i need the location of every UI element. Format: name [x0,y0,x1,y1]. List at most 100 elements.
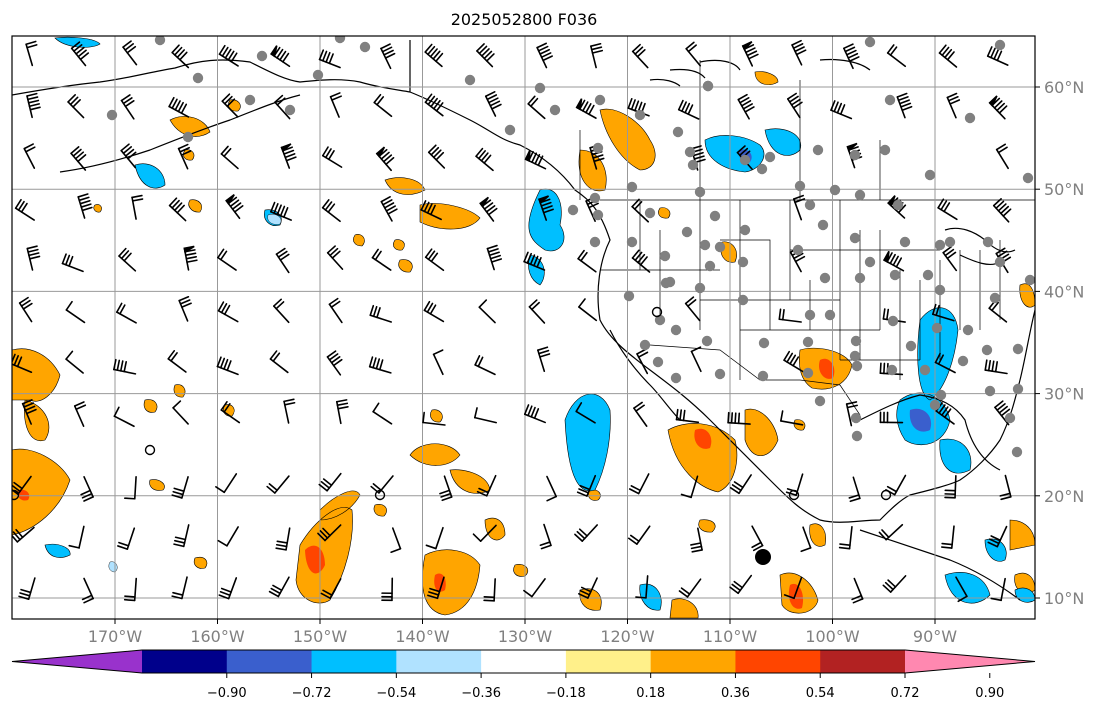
barb-staff [780,420,804,426]
barb-feather [26,245,38,250]
station-dot [814,395,826,407]
barb-feather [737,93,748,101]
barb-feather [327,203,336,213]
barb-feather [845,49,857,56]
barb-feather [935,304,940,317]
barb-feather [70,146,80,155]
station-dot [887,315,899,327]
wind-barb [120,143,137,169]
barb-feather [731,583,742,592]
barb-feather [273,46,281,57]
barb-feather [20,202,28,213]
wind-barb [729,474,752,495]
barb-feather [578,528,588,537]
station-dot [504,124,516,136]
barb-feather [474,355,481,366]
wind-barb [369,304,393,323]
barb-feather [794,198,806,204]
station-dot [694,186,706,198]
barb-feather [172,490,184,496]
barb-feather [675,408,679,421]
station-dot [1004,412,1016,424]
wind-barb [523,251,546,271]
barb-feather [480,152,489,162]
barb-feather [577,593,589,599]
barb-feather [836,102,843,114]
barb-feather [483,50,493,60]
station-dot [737,294,749,306]
barb-feather [276,97,286,106]
barb-feather [637,351,649,358]
lat-label: 10°N [1044,589,1084,608]
station-dot [935,389,947,401]
barb-feather [330,356,341,364]
barb-feather [681,101,687,112]
station-dot [623,290,635,302]
barb-feather [12,488,19,496]
barb-feather [680,493,692,499]
barb-staff [435,526,444,550]
barb-feather [374,250,382,261]
barb-feather [631,249,640,259]
barb-feather [317,532,326,542]
wind-barb [941,525,955,549]
barb-feather [223,147,232,158]
wind-barb [633,401,648,427]
barb-feather [992,198,1002,207]
wind-barb [783,350,804,373]
calm-circle [880,489,892,501]
barb-feather [533,408,540,419]
wind-barb [631,249,651,273]
barb-feather [77,154,87,163]
barb-feather [533,255,539,267]
barb-feather [937,354,945,365]
barb-feather [266,485,276,494]
barb-feather [851,594,863,601]
barb-feather [889,46,898,56]
barb-pennant [270,45,278,58]
barb-feather [320,480,331,489]
barb-feather [884,581,894,591]
barb-feather [990,535,1002,542]
barb-feather [789,354,797,365]
wind-barb [937,198,958,221]
barb-feather [275,247,286,255]
barb-feather [180,150,192,156]
lat-label: 30°N [1044,385,1084,404]
wind-barb [425,526,444,550]
barb-feather [938,404,946,414]
barb-feather [176,204,185,214]
barb-feather [326,350,337,358]
barb-feather [390,547,402,553]
barb-feather [748,53,759,60]
station-dot [794,180,806,192]
wind-barb [786,92,803,119]
barb-feather [185,255,197,260]
wind-barb [168,96,190,118]
wind-barb [677,99,700,120]
barb-feather [631,198,640,208]
wind-barb [424,93,444,117]
barb-feather [481,48,490,57]
barb-feather [73,401,85,407]
barb-staff [391,527,402,550]
station-dot [592,209,604,221]
station-dot [802,367,814,379]
barb-staff [473,416,498,424]
barb-staff [955,576,968,598]
colorbar-outline [11,649,1036,674]
barb-feather [181,302,192,308]
wind-barb [690,346,702,373]
barb-feather [540,201,552,207]
station-dot [931,322,943,334]
wind-barb [524,149,547,170]
wind-barb [122,40,138,66]
barb-feather [472,533,482,542]
barb-feather [539,353,551,358]
barb-feather [79,52,90,61]
barb-feather [279,205,286,217]
wind-barb [944,474,957,499]
barb-feather [424,43,433,53]
coastlines [12,40,1035,601]
